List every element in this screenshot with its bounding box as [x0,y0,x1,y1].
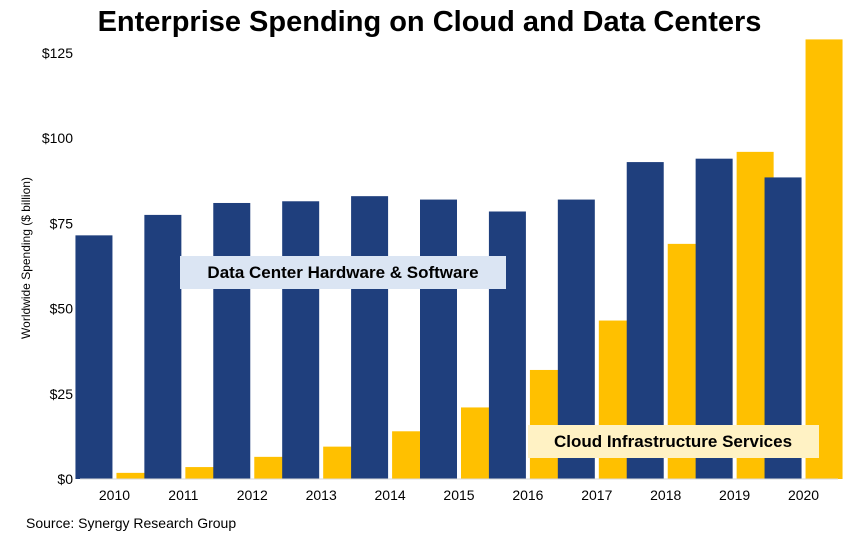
legend-box-datacenter [180,256,506,289]
bar-datacenter-2012 [213,202,251,479]
x-tick-label: 2019 [719,487,750,503]
legend-label-cloud: Cloud Infrastructure Services [554,432,792,451]
y-tick-label: $75 [50,215,74,231]
bar-cloud-2020 [805,39,843,480]
bar-datacenter-2011 [144,214,182,479]
x-tick-label: 2020 [788,487,819,503]
x-tick-label: 2011 [168,487,198,503]
bar-datacenter-2016 [488,211,526,479]
y-tick-label: $25 [50,386,74,402]
x-tick-label: 2016 [512,487,543,503]
x-tick-label: 2017 [581,487,612,503]
x-tick-label: 2012 [237,487,268,503]
chart-title: Enterprise Spending on Cloud and Data Ce… [97,6,762,38]
legend-box-cloud [528,425,819,458]
bar-datacenter-2013 [282,201,320,479]
y-tick-label: $125 [42,45,73,61]
y-axis-label: Worldwide Spending ($ billion) [19,177,33,339]
bar-datacenter-2014 [351,196,389,479]
y-tick-label: $100 [42,130,73,146]
x-tick-label: 2010 [99,487,130,503]
bar-cloud-2012 [254,456,292,479]
y-tick-label: $0 [57,471,73,487]
legend-label-datacenter: Data Center Hardware & Software [207,263,478,282]
x-tick-label: 2013 [306,487,337,503]
y-tick-label: $50 [50,301,74,317]
x-tick-label: 2015 [443,487,474,503]
x-tick-label: 2014 [375,487,406,503]
source-note: Source: Synergy Research Group [26,515,237,531]
bar-cloud-2011 [185,467,223,479]
bar-cloud-2010 [116,472,154,479]
bar-datacenter-2015 [420,199,457,480]
x-tick-label: 2018 [650,487,681,503]
bar-datacenter-2010 [75,235,113,479]
